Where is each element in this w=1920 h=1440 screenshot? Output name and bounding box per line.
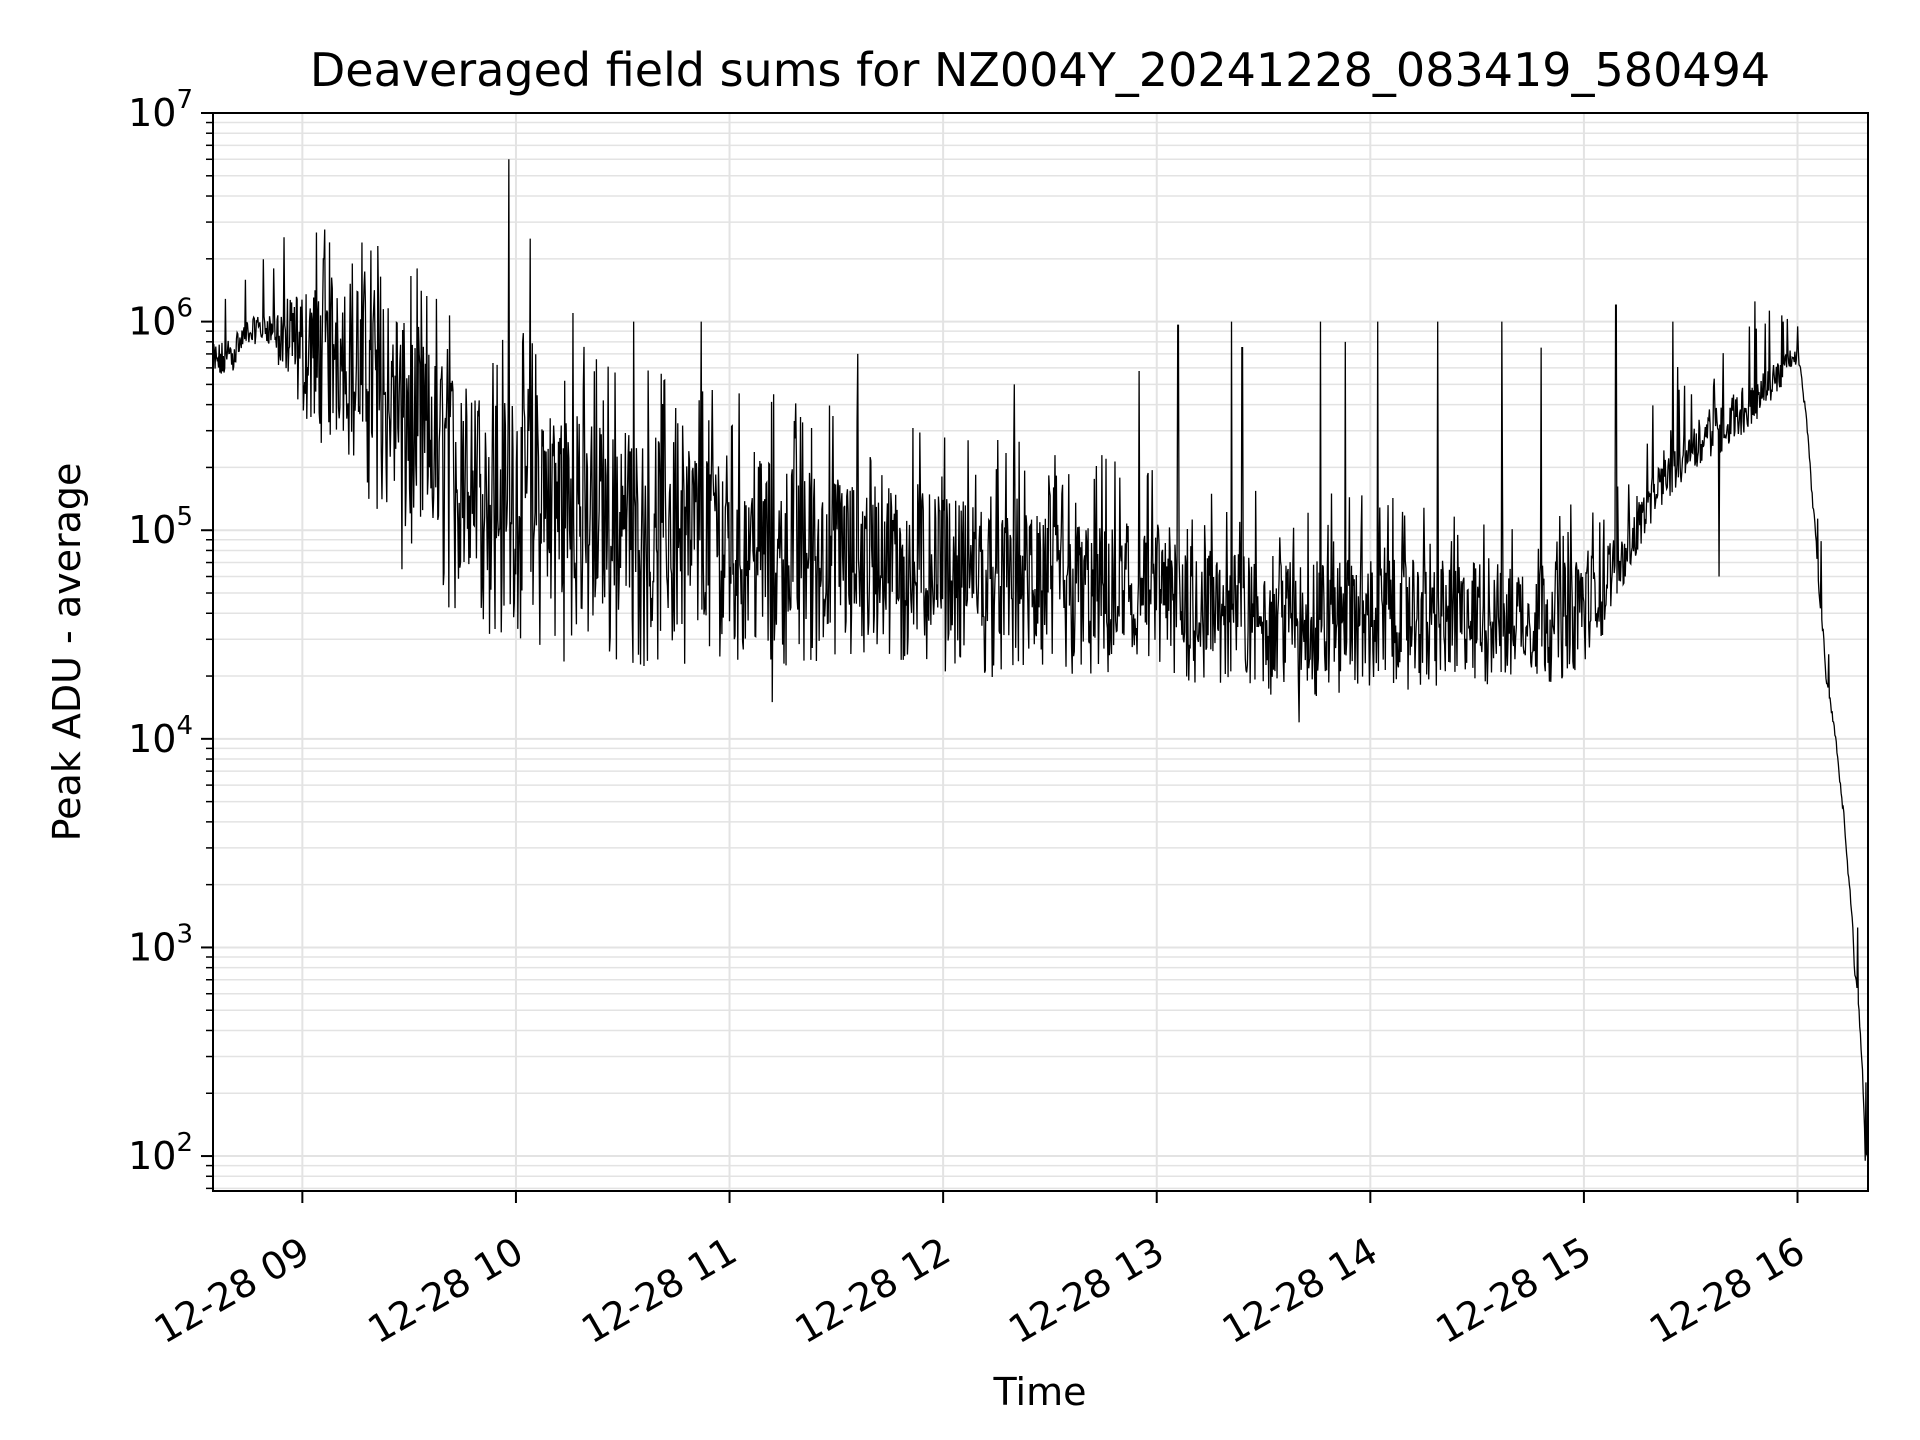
y-tick-exponent: 3 [176,919,193,949]
chart-title: Deaveraged field sums for NZ004Y_2024122… [310,43,1770,97]
y-tick-exponent: 4 [176,711,193,741]
y-tick-exponent: 2 [176,1128,193,1158]
y-tick-base: 10 [128,300,176,344]
plot-frame [212,112,1869,1192]
y-tick-exponent: 7 [176,85,193,115]
y-tick-base: 10 [128,1134,176,1178]
y-tick-label: 103 [128,919,193,969]
y-tick-label: 106 [128,294,193,344]
y-tick-base: 10 [128,925,176,969]
y-tick-base: 10 [128,508,176,552]
x-axis-label: Time [993,1370,1087,1414]
y-tick-exponent: 5 [176,502,193,532]
series-line [213,159,1868,1161]
y-tick-base: 10 [128,91,176,135]
y-tick-label: 104 [128,711,193,761]
y-tick-label: 107 [128,85,193,135]
y-axis-label: Peak ADU - average [45,463,89,842]
y-tick-base: 10 [128,717,176,761]
y-tick-label: 102 [128,1128,193,1178]
y-tick-label: 105 [128,502,193,552]
y-tick-exponent: 6 [176,294,193,324]
